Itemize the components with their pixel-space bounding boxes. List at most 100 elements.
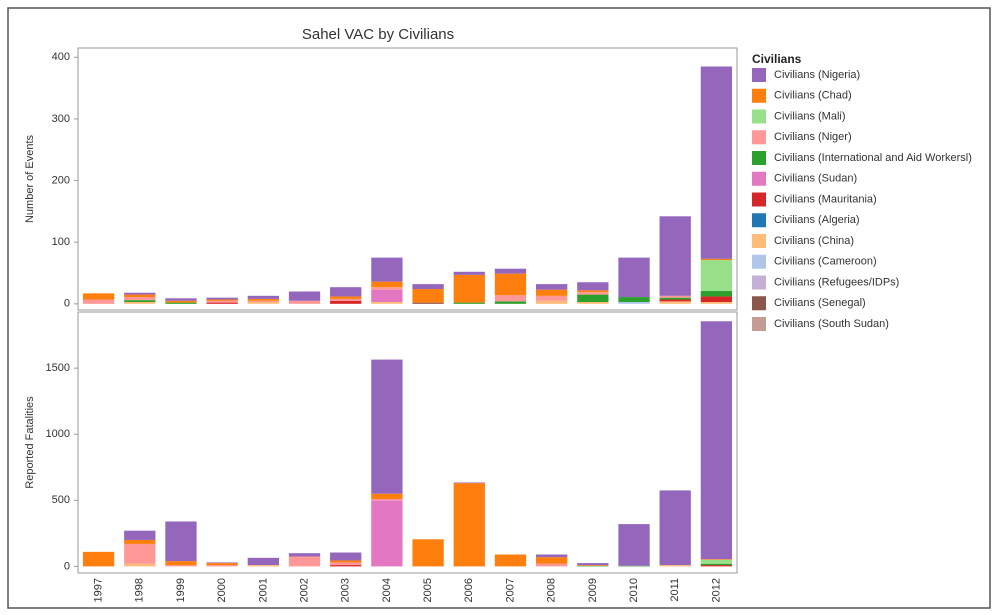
bar-segment — [700, 563, 733, 566]
bar-segment — [536, 300, 568, 304]
bar-segment — [206, 297, 238, 300]
bar-segment — [124, 301, 156, 304]
y-axis-label: Number of Events — [24, 134, 36, 223]
bar-segment — [700, 301, 733, 304]
bar-segment — [536, 554, 568, 558]
x-tick-label: 2007 — [504, 578, 516, 602]
bar-segment — [206, 563, 238, 566]
bar-segment — [659, 297, 691, 300]
plot-area — [77, 47, 738, 311]
bar-segment — [700, 296, 733, 302]
bar-segment — [288, 556, 321, 567]
legend-label: Civilians (Sudan) — [774, 173, 857, 185]
bar-segment — [453, 271, 485, 275]
bar-segment — [577, 301, 609, 304]
bar-segment — [494, 301, 527, 304]
legend-label: Civilians (South Sudan) — [774, 318, 889, 330]
legend-swatch — [752, 254, 766, 269]
bar-segment — [536, 557, 568, 564]
legend-swatch — [752, 192, 766, 207]
legend-title: Civilians — [752, 52, 802, 66]
bar-segment — [124, 297, 156, 301]
legend-swatch — [752, 68, 766, 82]
bar-segment — [536, 563, 568, 567]
legend-label: Civilians (Mali) — [774, 110, 846, 122]
bar-segment — [371, 287, 403, 290]
bar-segment — [659, 216, 691, 296]
bar-segment — [371, 493, 403, 499]
plot-area — [77, 311, 738, 574]
bar-segment — [577, 282, 609, 291]
bar-segment — [247, 557, 279, 566]
bar-segment — [330, 565, 362, 567]
x-tick-label: 2008 — [546, 578, 558, 602]
y-tick-label: 200 — [52, 174, 70, 186]
bar-segment — [288, 300, 321, 304]
bar-segment — [659, 565, 691, 567]
legend-label: Civilians (International and Aid Workers… — [774, 152, 972, 164]
bar-segment — [577, 565, 609, 567]
y-tick-label: 100 — [52, 236, 70, 248]
bar-segment — [247, 298, 279, 301]
y-tick-label: 300 — [52, 113, 70, 125]
bar-segment — [700, 258, 733, 261]
legend-label: Civilians (Niger) — [774, 131, 852, 143]
bar-segment — [700, 321, 733, 560]
legend-swatch — [752, 317, 766, 331]
frame — [7, 7, 991, 609]
bar-segment — [124, 300, 156, 302]
bar-segment — [453, 482, 485, 484]
legend-swatch — [752, 234, 766, 248]
bar-segment — [124, 292, 156, 295]
bar-segment — [577, 290, 609, 293]
legend-swatch — [752, 130, 766, 145]
bar-segment — [412, 289, 444, 303]
legend-label: Civilians (Nigeria) — [774, 69, 860, 81]
bar-segment — [536, 284, 568, 290]
bar-segment — [165, 302, 197, 304]
bar-segment — [247, 300, 279, 302]
bar-segment — [494, 268, 527, 274]
bar-segment — [577, 294, 609, 302]
bar-segment — [165, 298, 197, 301]
bar-segment — [412, 284, 444, 290]
bar-segment — [371, 500, 403, 567]
bar-segment — [371, 257, 403, 282]
bar-segment — [700, 559, 733, 564]
bar-segment — [700, 66, 733, 259]
bar-segment — [124, 539, 156, 544]
bar-segment — [618, 257, 650, 298]
y-axis-label: Reported Fatalities — [24, 396, 36, 489]
x-tick-label: 2006 — [463, 578, 475, 602]
bar-segment — [618, 297, 650, 302]
bar-segment — [330, 552, 362, 561]
bar-segment — [82, 293, 115, 300]
legend-label: Civilians (China) — [774, 235, 854, 247]
bar-segment — [124, 530, 156, 540]
legend-swatch — [752, 88, 766, 103]
x-tick-label: 2000 — [216, 578, 228, 602]
bar-segment — [700, 559, 733, 560]
bar-segment — [371, 289, 403, 302]
legend-label: Civilians (Refugees/IDPs) — [774, 276, 899, 288]
x-tick-label: 2001 — [257, 578, 269, 602]
bar-segment — [82, 551, 115, 567]
bar-segment — [165, 300, 197, 303]
bar-segment — [371, 301, 403, 304]
bar-segment — [494, 295, 527, 302]
x-tick-label: 2011 — [669, 578, 681, 602]
bar-segment — [247, 565, 279, 567]
bar-segment — [288, 291, 321, 301]
bar-segment — [577, 563, 609, 566]
y-tick-label: 0 — [64, 560, 70, 572]
legend-label: Civilians (Mauritania) — [774, 193, 877, 205]
x-tick-label: 2002 — [298, 578, 310, 602]
y-tick-label: 1500 — [46, 362, 70, 374]
bar-segment — [618, 524, 650, 566]
y-tick-label: 1000 — [46, 428, 70, 440]
bar-segment — [206, 302, 238, 304]
bar-segment — [330, 296, 362, 299]
bar-segment — [371, 281, 403, 288]
bar-segment — [577, 565, 609, 566]
bar-segment — [412, 539, 444, 567]
